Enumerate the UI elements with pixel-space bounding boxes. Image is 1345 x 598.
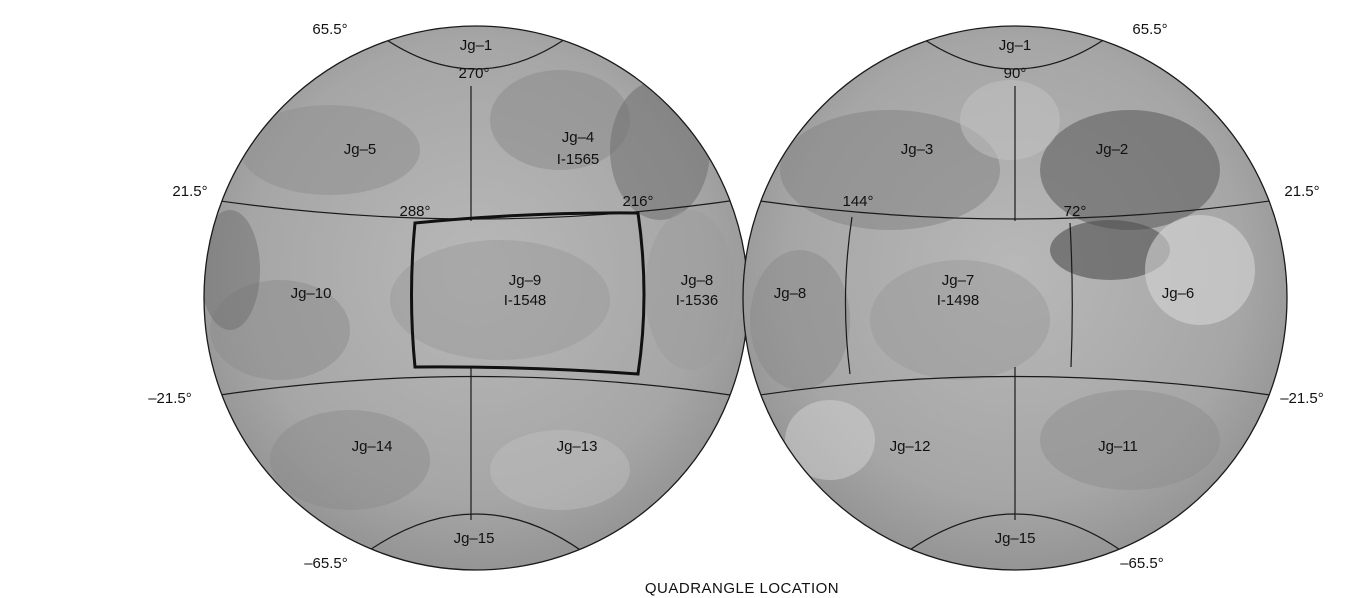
right-lat-65n <box>897 26 1131 70</box>
left-jg4-label: Jg–4 <box>562 129 595 146</box>
right-jg1-label: Jg–1 <box>999 37 1032 54</box>
left-longitude-216: 216° <box>622 193 653 210</box>
left-latitude-21n: 21.5° <box>172 183 207 200</box>
map-title: QUADRANGLE LOCATION <box>645 580 839 597</box>
left-jg9-code: I-1548 <box>504 292 547 309</box>
left-longitude-288: 288° <box>399 203 430 220</box>
right-jg15-label: Jg–15 <box>995 530 1036 547</box>
left-jg5-label: Jg–5 <box>344 141 377 158</box>
left-jg15-label: Jg–15 <box>454 530 495 547</box>
right-jg12-label: Jg–12 <box>890 438 931 455</box>
jg9-highlight-outline <box>410 211 646 376</box>
left-jg1-label: Jg–1 <box>460 37 493 54</box>
right-latitude-65n: 65.5° <box>1132 21 1167 38</box>
right-surface-texture <box>750 80 1255 490</box>
right-jg6-label: Jg–6 <box>1162 285 1195 302</box>
right-latitude-21s: –21.5° <box>1280 390 1324 407</box>
right-meridian-144 <box>844 216 853 375</box>
right-jg7-label: Jg–7 <box>942 272 975 289</box>
left-latitude-65s: –65.5° <box>304 555 348 572</box>
right-latitude-65s: –65.5° <box>1120 555 1164 572</box>
left-jg9-label: Jg–9 <box>509 272 542 289</box>
left-surface-texture <box>204 70 735 510</box>
left-labels: Jg–1 270° Jg–5 Jg–4 I-1565 Jg–10 Jg–9 I-… <box>148 21 718 572</box>
right-jg8-label: Jg–8 <box>774 285 807 302</box>
right-longitude-144: 144° <box>842 193 873 210</box>
right-jg3-label: Jg–3 <box>901 141 934 158</box>
right-meridian-72 <box>1069 222 1073 368</box>
left-hemisphere <box>203 25 749 571</box>
left-jg8-code: I-1536 <box>676 292 719 309</box>
right-globe-outline <box>742 25 1288 571</box>
right-jg7-code: I-1498 <box>937 292 980 309</box>
right-latitude-21n: 21.5° <box>1284 183 1319 200</box>
right-longitude-72: 72° <box>1064 203 1087 220</box>
left-latitude-65n: 65.5° <box>312 21 347 38</box>
left-jg8-label: Jg–8 <box>681 272 714 289</box>
left-lat-21s <box>204 375 748 399</box>
left-jg1-longitude: 270° <box>458 65 489 82</box>
right-labels: Jg–1 90° Jg–3 Jg–2 Jg–8 Jg–7 I-1498 Jg–6… <box>774 21 1324 572</box>
right-jg1-longitude: 90° <box>1004 65 1027 82</box>
right-jg11-label: Jg–11 <box>1098 438 1138 455</box>
left-jg13-label: Jg–13 <box>557 438 598 455</box>
left-lat-65s <box>355 513 595 561</box>
right-hemisphere <box>742 25 1288 571</box>
right-jg2-label: Jg–2 <box>1096 141 1129 158</box>
left-lat-65n <box>359 26 591 70</box>
left-jg4-code: I-1565 <box>557 151 600 168</box>
left-jg14-label: Jg–14 <box>352 438 393 455</box>
left-latitude-21s: –21.5° <box>148 390 192 407</box>
left-jg10-label: Jg–10 <box>291 285 332 302</box>
